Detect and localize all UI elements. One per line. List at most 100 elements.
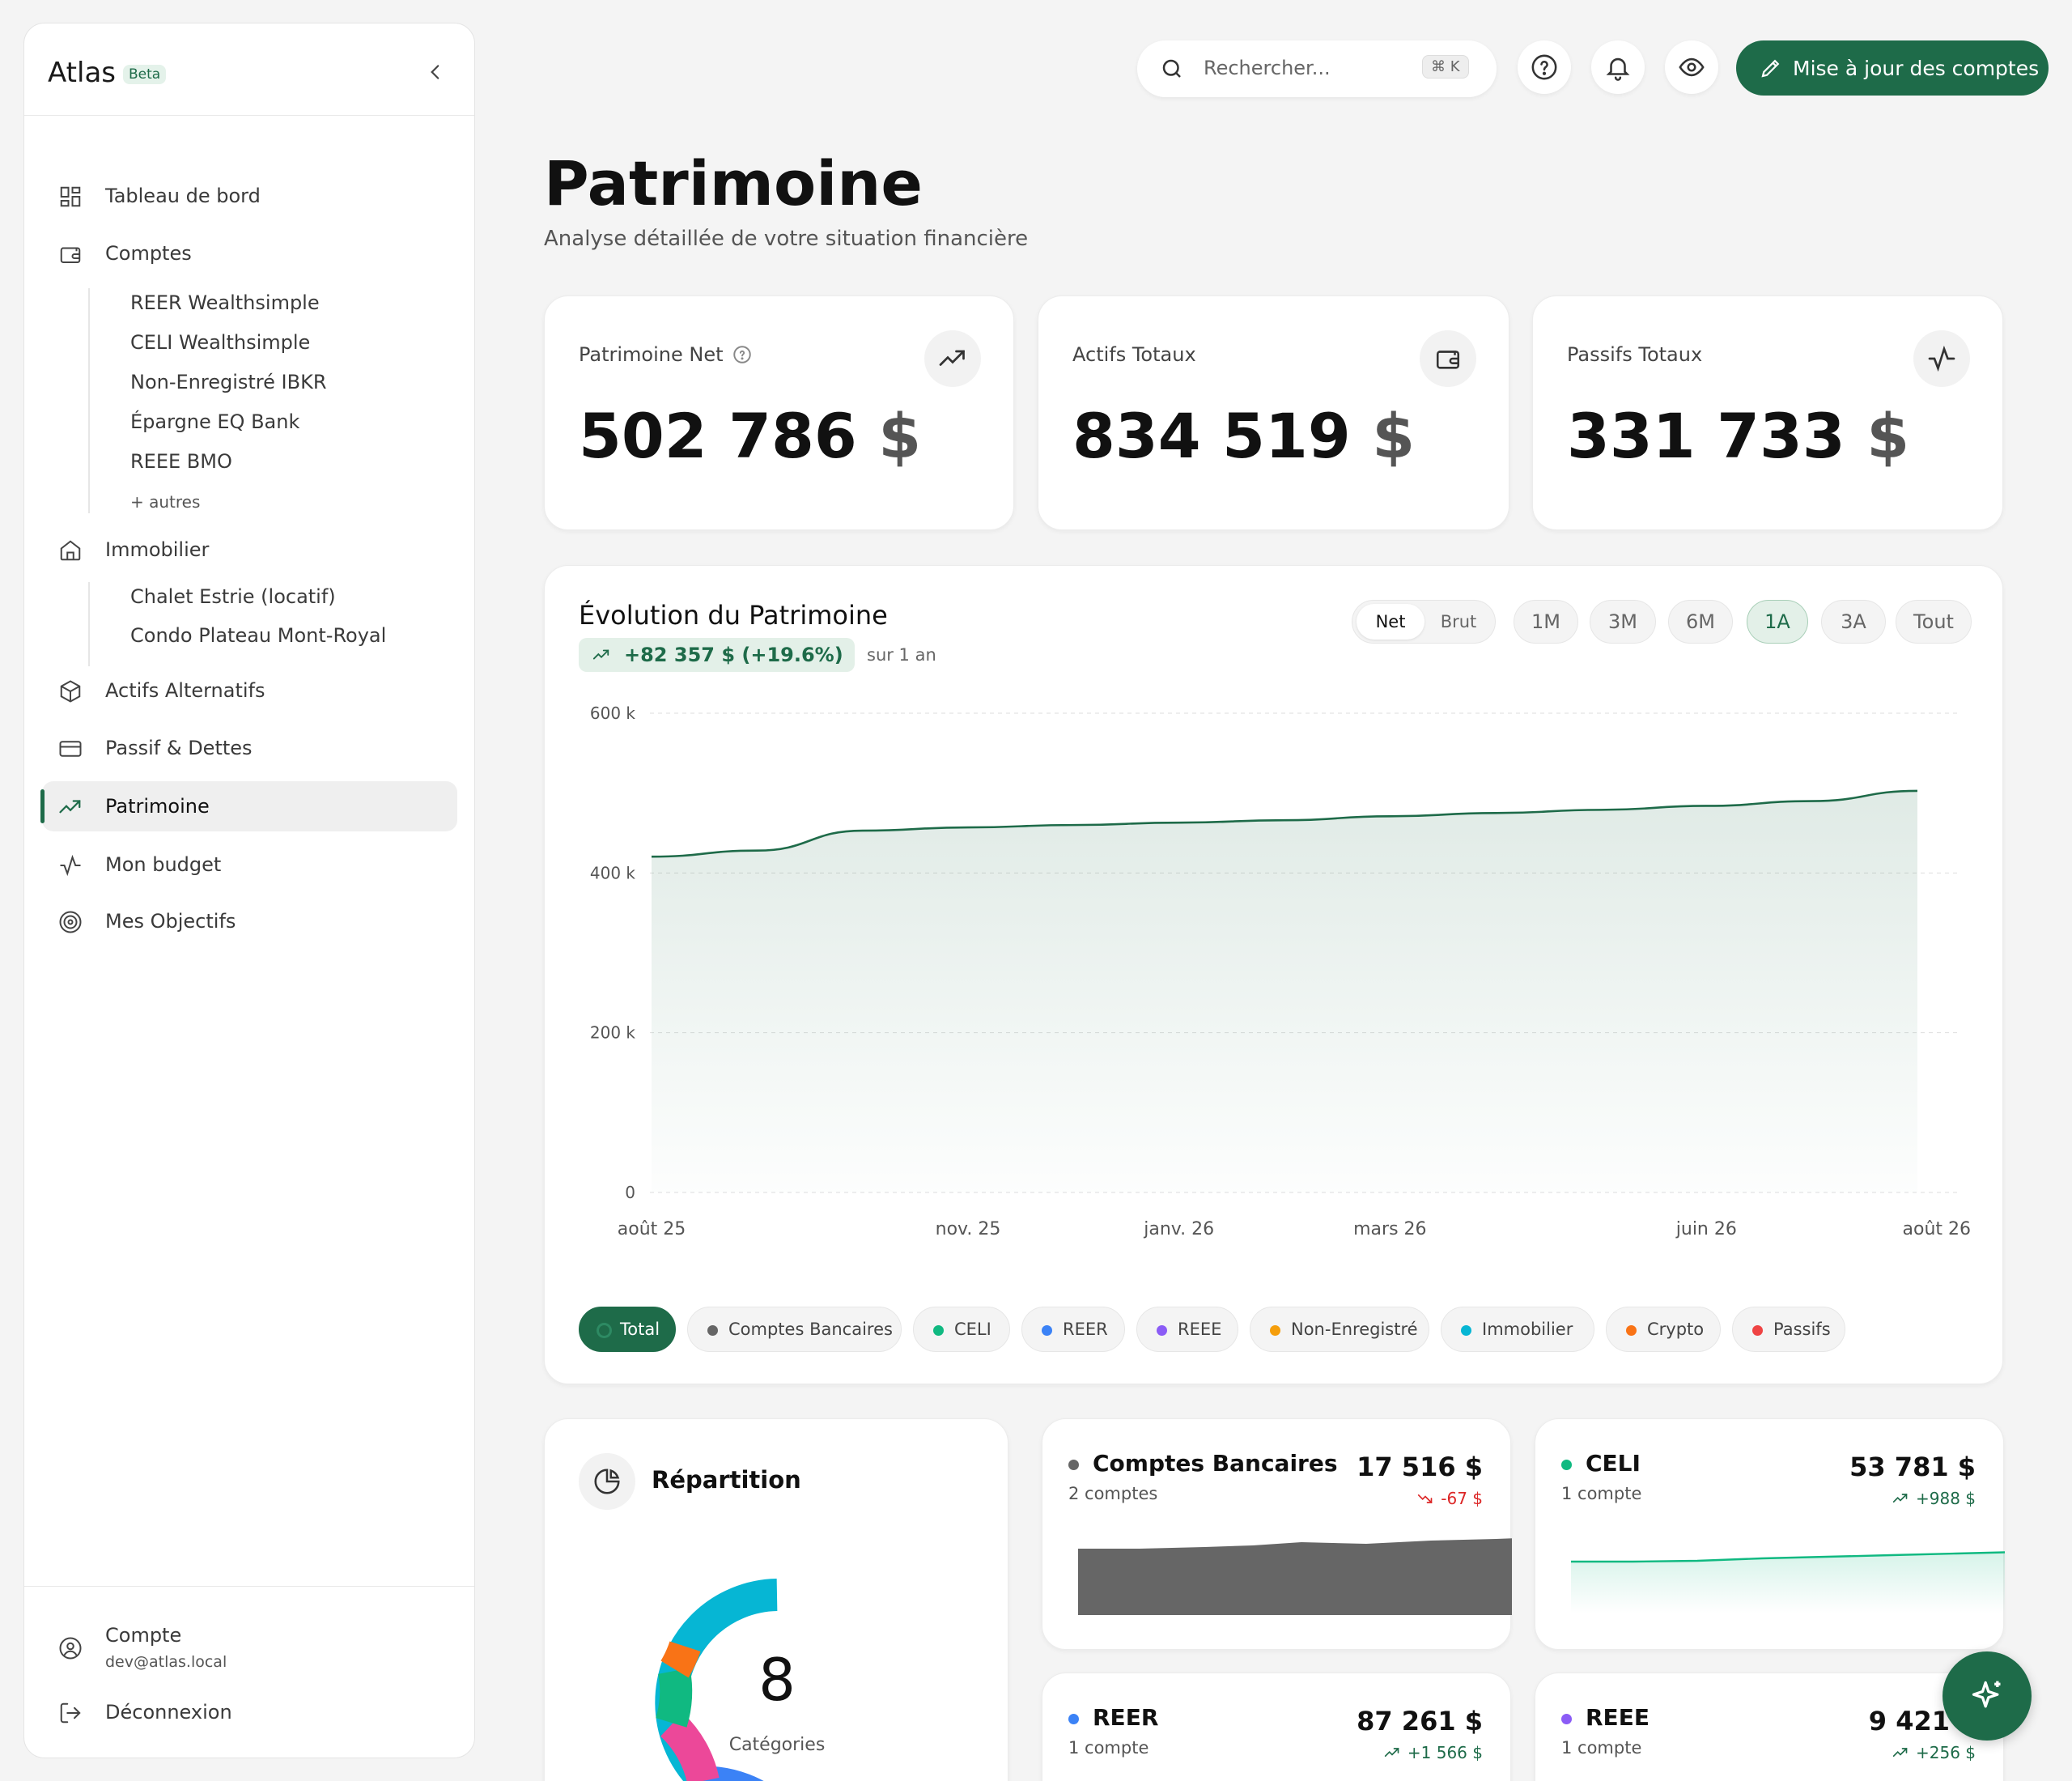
submenu-item[interactable]: Chalet Estrie (locatif) xyxy=(130,585,336,608)
legend-label: REEE xyxy=(1178,1320,1222,1339)
legend-chip[interactable]: Passifs xyxy=(1732,1307,1845,1352)
legend-chip[interactable]: Immobilier xyxy=(1441,1307,1594,1352)
submenu-item[interactable]: Condo Plateau Mont-Royal xyxy=(130,624,387,647)
account-dot xyxy=(1561,1460,1572,1470)
realestate-submenu: Chalet Estrie (locatif) Condo Plateau Mo… xyxy=(88,582,386,666)
stat-badge xyxy=(1913,330,1970,387)
legend-chip[interactable]: Total xyxy=(579,1307,676,1352)
y-tick-label: 200 k xyxy=(590,1023,636,1043)
collapse-sidebar-button[interactable] xyxy=(419,56,452,88)
sidebar-item-goals[interactable]: Mes Objectifs xyxy=(42,896,457,946)
legend-label: Crypto xyxy=(1647,1320,1705,1339)
submenu-item[interactable]: REEE BMO xyxy=(130,450,232,473)
search-input[interactable]: Rechercher... ⌘ K xyxy=(1137,40,1497,97)
stat-badge xyxy=(924,330,981,387)
visibility-toggle-button[interactable] xyxy=(1665,40,1718,94)
search-shortcut: ⌘ K xyxy=(1422,55,1469,79)
submenu-item[interactable]: Non-Enregistré IBKR xyxy=(130,371,327,393)
app-logo[interactable]: Atlas xyxy=(48,57,116,89)
x-tick-label: août 26 xyxy=(1903,1219,1972,1239)
notifications-button[interactable] xyxy=(1591,40,1645,94)
evolution-chart: 0 200 k 400 k 600 k août 25 nov. 25 janv. 26 m… xyxy=(590,703,1972,1239)
legend-chip[interactable]: CELI xyxy=(913,1307,1010,1352)
donut-segment[interactable] xyxy=(660,1712,720,1781)
account-card-reer[interactable]: REER 1 compte 87 261 $ +1 566 $ xyxy=(1042,1673,1511,1781)
target-icon xyxy=(59,911,82,933)
accounts-submenu: REER Wealthsimple CELI Wealthsimple Non-… xyxy=(88,288,327,513)
sidebar-item-patrimoine[interactable]: Patrimoine xyxy=(40,781,457,831)
update-accounts-label: Mise à jour des comptes xyxy=(1793,56,2040,80)
sidebar-item-budget[interactable]: Mon budget xyxy=(42,839,457,890)
sidebar-item-label: Tableau de bord xyxy=(105,185,261,207)
sidebar-item-alternative[interactable]: Actifs Alternatifs xyxy=(42,665,457,716)
sidebar-item-realestate[interactable]: Immobilier xyxy=(42,525,457,575)
account-card-celi[interactable]: CELI 1 compte 53 781 $ +988 $ xyxy=(1535,1418,2005,1650)
donut-segment[interactable] xyxy=(656,1668,693,1728)
submenu-item[interactable]: REER Wealthsimple xyxy=(130,291,320,314)
chart-title: Évolution du Patrimoine xyxy=(579,600,888,631)
info-icon[interactable] xyxy=(732,344,753,365)
range-3a[interactable]: 3A xyxy=(1821,600,1886,644)
account-change: -67 $ xyxy=(1415,1489,1483,1508)
account-item[interactable]: Compte dev@atlas.local xyxy=(42,1616,457,1681)
sidebar-item-liabilities[interactable]: Passif & Dettes xyxy=(42,723,457,773)
sidebar-item-accounts[interactable]: Comptes xyxy=(42,228,457,278)
sidebar-item-dashboard[interactable]: Tableau de bord xyxy=(42,171,457,221)
box-icon xyxy=(60,680,81,703)
help-icon xyxy=(1531,54,1557,80)
stat-card-total-assets: Actifs Totaux 834 519 $ xyxy=(1038,295,1509,530)
range-3m[interactable]: 3M xyxy=(1590,600,1656,644)
legend-dot xyxy=(1626,1325,1637,1336)
stat-amount: 834 519 xyxy=(1072,400,1351,472)
mode-net[interactable]: Net xyxy=(1357,604,1424,640)
legend-chip[interactable]: Comptes Bancaires xyxy=(687,1307,902,1352)
trending-up-icon xyxy=(1892,1748,1908,1757)
legend-chip[interactable]: Crypto xyxy=(1606,1307,1721,1352)
evolution-chart-card: Évolution du Patrimoine +82 357 $ (+19.6… xyxy=(544,565,2003,1384)
submenu-item[interactable]: CELI Wealthsimple xyxy=(130,331,311,354)
stat-amount: 502 786 xyxy=(579,400,857,472)
range-1m[interactable]: 1M xyxy=(1514,600,1578,644)
sidebar-item-label: Mon budget xyxy=(105,853,222,876)
legend-chip[interactable]: REEE xyxy=(1136,1307,1238,1352)
account-dot xyxy=(1561,1714,1572,1724)
stat-value: 502 786 $ xyxy=(579,400,921,472)
stat-label-text: Passifs Totaux xyxy=(1567,343,1703,366)
legend-dot xyxy=(1042,1325,1052,1336)
account-value: 87 261 $ xyxy=(1357,1706,1483,1736)
account-card-reee[interactable]: REEE 1 compte 9 421 +256 $ xyxy=(1535,1673,2004,1781)
ai-assistant-button[interactable] xyxy=(1942,1651,2032,1741)
legend-label: REER xyxy=(1063,1320,1108,1339)
mode-brut[interactable]: Brut xyxy=(1440,612,1477,631)
legend-chip[interactable]: Non-Enregistré xyxy=(1250,1307,1429,1352)
stat-label-text: Patrimoine Net xyxy=(579,343,724,366)
sidebar-item-label: Actifs Alternatifs xyxy=(105,679,265,702)
sidebar-footer: Compte dev@atlas.local Déconnexion xyxy=(24,1586,474,1758)
stat-amount: 331 733 xyxy=(1567,400,1845,472)
range-1a[interactable]: 1A xyxy=(1747,600,1808,644)
legend-chip[interactable]: REER xyxy=(1021,1307,1125,1352)
sparkles-icon xyxy=(1972,1681,2001,1708)
account-change-value: +1 566 $ xyxy=(1407,1743,1483,1762)
bell-icon xyxy=(1606,57,1630,81)
update-accounts-button[interactable]: Mise à jour des comptes xyxy=(1736,40,2049,96)
logout-button[interactable]: Déconnexion xyxy=(42,1687,457,1737)
account-value: 9 421 xyxy=(1868,1706,1950,1736)
account-count: 1 compte xyxy=(1068,1738,1149,1758)
stat-value: 834 519 $ xyxy=(1072,400,1415,472)
sidebar-item-label: Passif & Dettes xyxy=(105,737,253,759)
submenu-more[interactable]: + autres xyxy=(130,492,201,512)
account-change-value: -67 $ xyxy=(1441,1489,1483,1508)
help-button[interactable] xyxy=(1518,40,1571,94)
account-card-bank[interactable]: Comptes Bancaires 2 comptes 17 516 $ -67… xyxy=(1042,1418,1512,1650)
donut-segment[interactable] xyxy=(660,1640,701,1678)
trending-up-icon xyxy=(592,649,609,660)
range-all[interactable]: Tout xyxy=(1896,600,1972,644)
x-tick-label: juin 26 xyxy=(1675,1219,1737,1239)
pencil-icon xyxy=(1761,59,1780,78)
account-count: 1 compte xyxy=(1561,1484,1642,1503)
trending-up-icon xyxy=(1384,1748,1399,1757)
submenu-item[interactable]: Épargne EQ Bank xyxy=(130,410,300,433)
range-6m[interactable]: 6M xyxy=(1668,600,1733,644)
stat-label: Actifs Totaux xyxy=(1072,343,1196,366)
